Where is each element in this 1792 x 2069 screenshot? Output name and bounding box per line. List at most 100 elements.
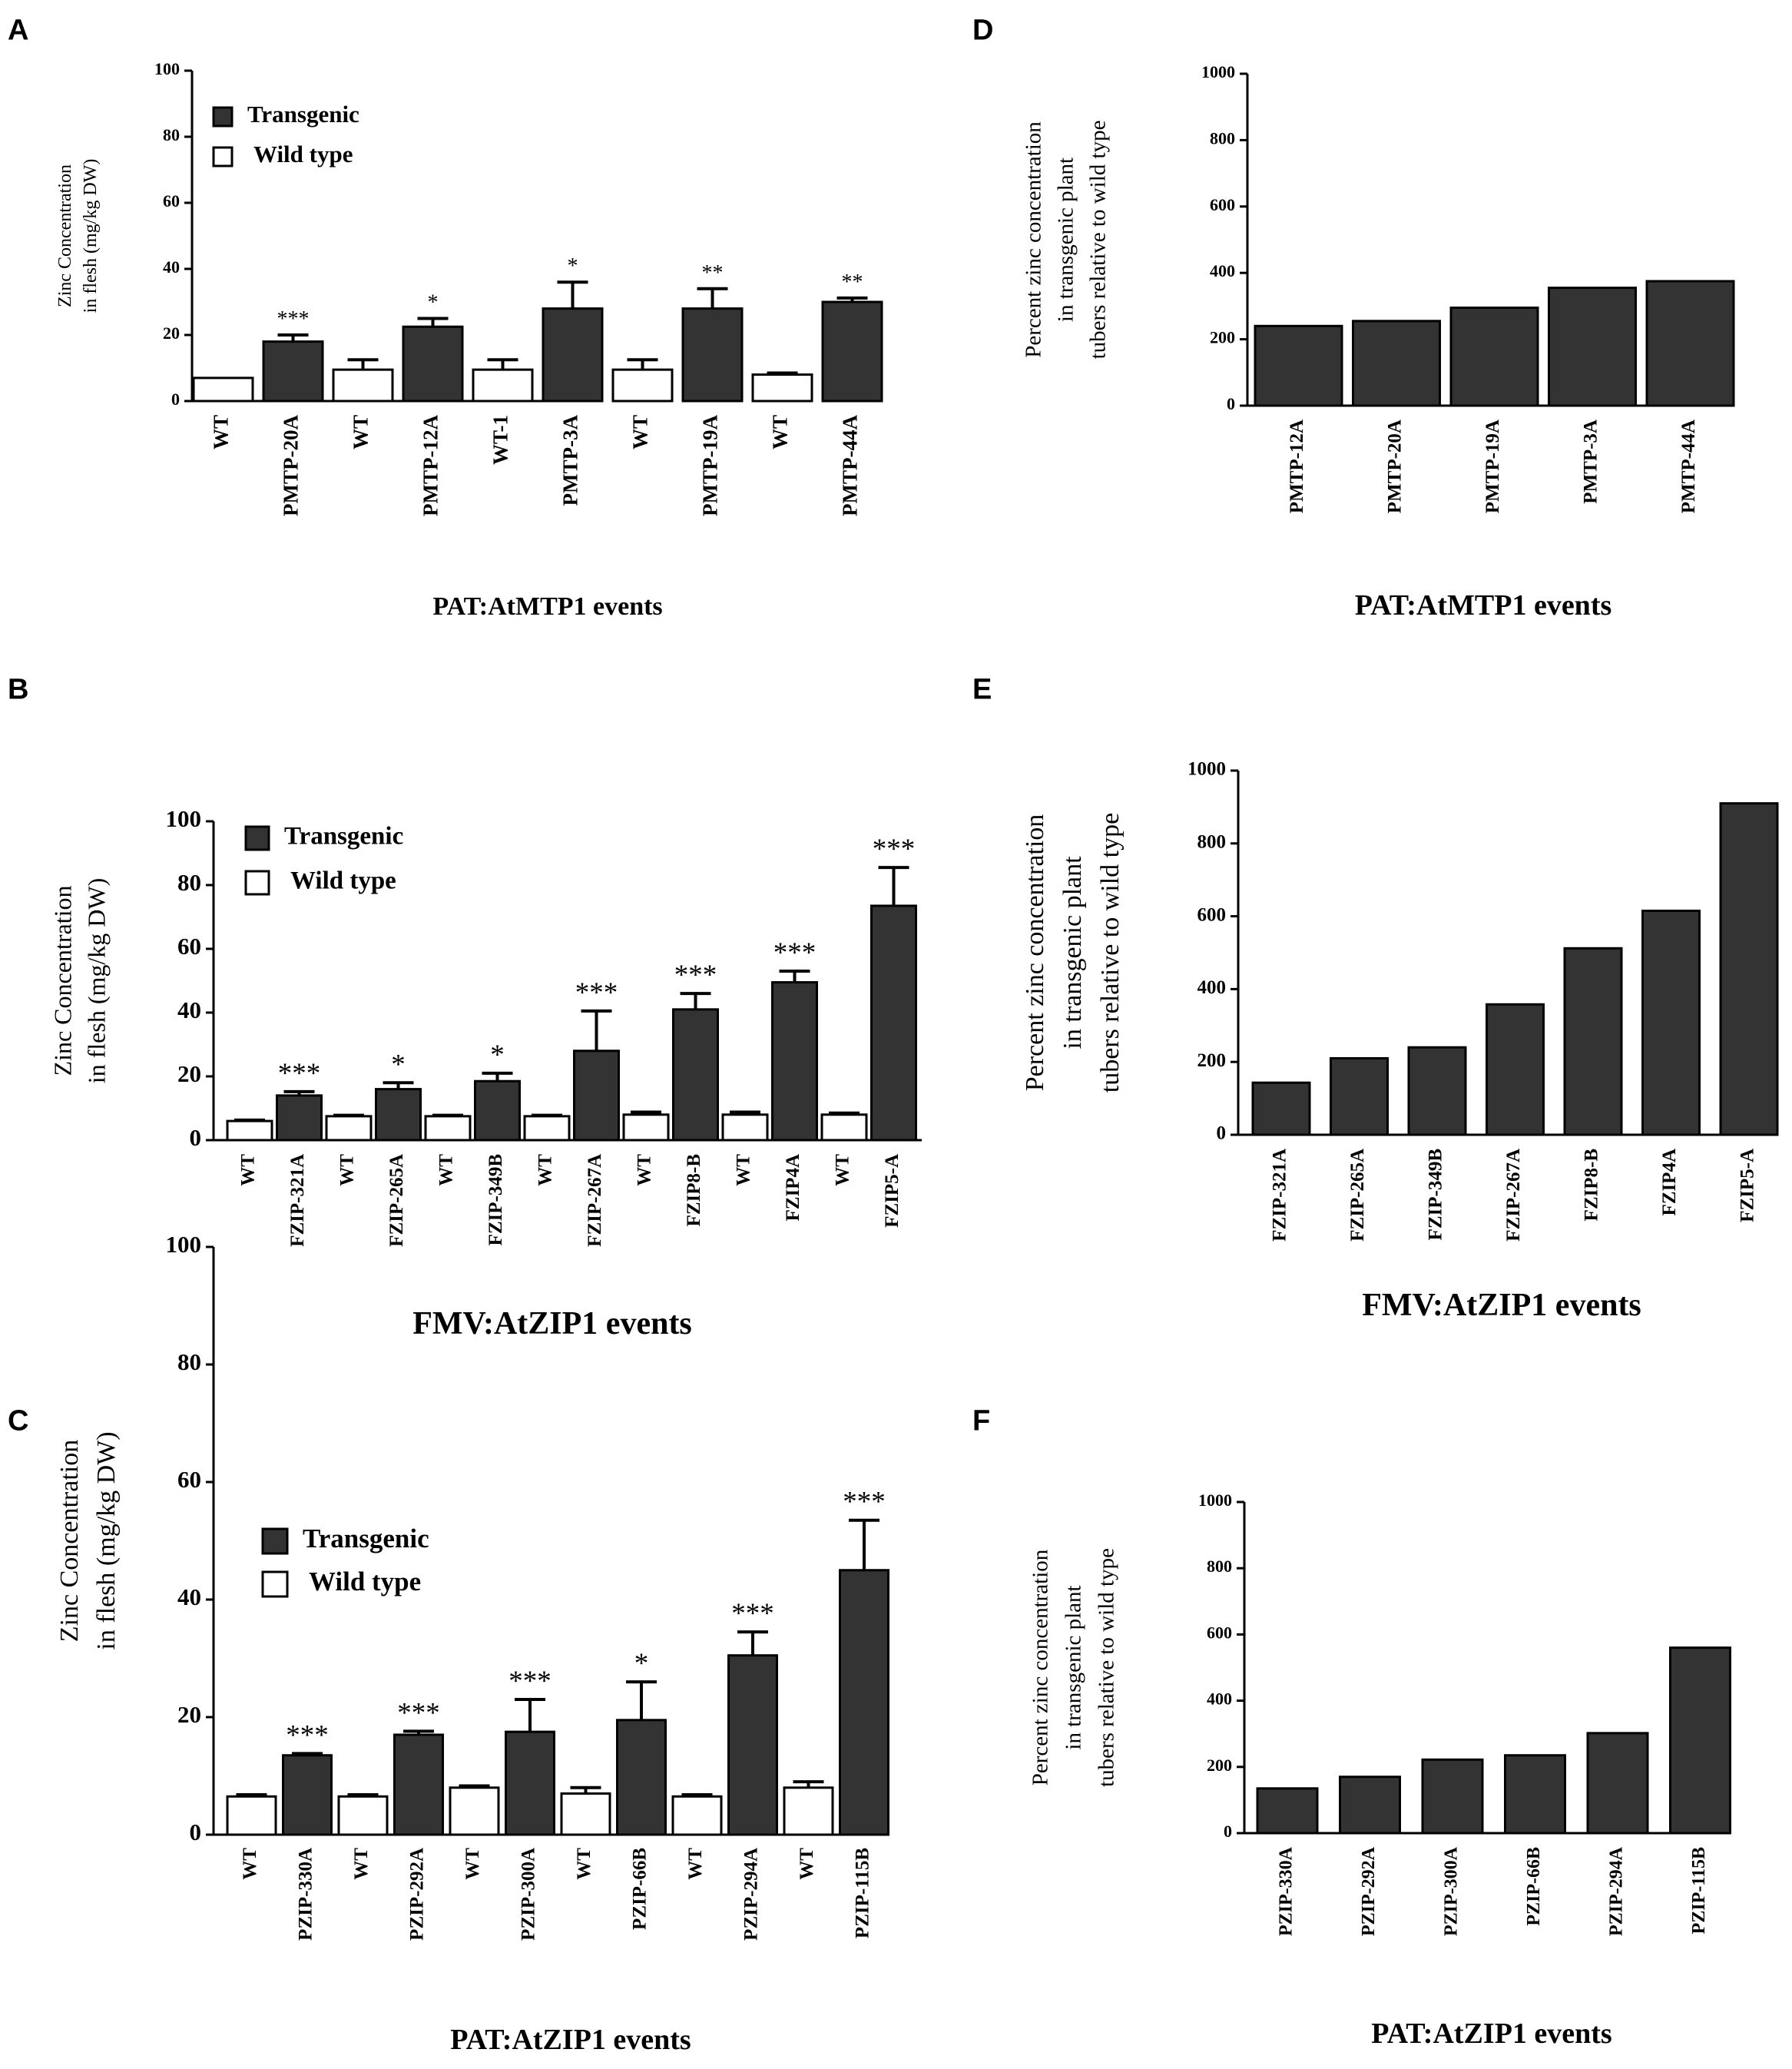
- category-label: WT: [337, 1154, 358, 1186]
- y-tick-label: 1000: [1198, 1490, 1232, 1510]
- panel-label: B: [8, 673, 28, 705]
- panel-d: D PMTP-12A PMTP-20A PMTP-19A PMTP-3A PMTP-44A…: [972, 14, 1735, 622]
- category-label: PMTP-19A: [699, 414, 722, 516]
- category-label: FZIP4A: [1659, 1149, 1680, 1216]
- transgenic-bar: [1449, 307, 1539, 407]
- y-axis-title: in transgenic plant: [1054, 157, 1078, 322]
- transgenic-bar: [282, 1754, 333, 1836]
- category-label: WT: [238, 1154, 259, 1186]
- wild-type-bar: [424, 1115, 472, 1142]
- wild-type-bar: [820, 1113, 868, 1142]
- transgenic-bar: [672, 1008, 719, 1142]
- wild-type-bar: [337, 1795, 389, 1836]
- y-tick-label: 0: [1217, 1123, 1227, 1144]
- transgenic-bar: [474, 1079, 521, 1142]
- x-axis-title: PAT:AtMTP1 events: [432, 592, 662, 621]
- category-label: PMTP-12A: [1287, 419, 1307, 513]
- category-label: WT: [797, 1848, 817, 1880]
- wild-type-bar: [560, 1792, 611, 1836]
- transgenic-bar: [1586, 1732, 1649, 1835]
- category-label: PMTP-44A: [839, 414, 862, 516]
- panel-label: D: [972, 14, 993, 46]
- category-label: WT: [734, 1154, 754, 1186]
- category-label: WT: [833, 1154, 853, 1186]
- y-tick-label: 400: [1207, 1689, 1232, 1709]
- legend-label-wild-type: Wild type: [290, 867, 396, 895]
- y-axis-title: in transgenic plant: [1058, 856, 1087, 1049]
- legend: Transgenic Wild type: [212, 101, 359, 167]
- category-label: WT: [351, 1848, 372, 1880]
- y-tick-label: 100: [166, 805, 202, 832]
- legend-label-transgenic: Transgenic: [303, 1524, 429, 1553]
- category-label: FZIP-265A: [386, 1154, 407, 1247]
- significance-label: ***: [397, 1697, 440, 1729]
- significance-label: *: [634, 1648, 649, 1679]
- legend-label-wild-type: Wild type: [253, 141, 353, 167]
- y-tick-label: 20: [177, 1060, 201, 1087]
- transgenic-bar: [1352, 320, 1441, 407]
- category-label: PZIP-292A: [1359, 1846, 1379, 1936]
- y-tick-label: 600: [1207, 1623, 1232, 1642]
- y-tick-label: 1000: [1201, 62, 1235, 81]
- category-label: PMTP-3A: [1581, 419, 1602, 504]
- y-tick-label: 0: [1227, 394, 1235, 413]
- y-axis-title: in flesh (mg/kg DW): [92, 1431, 121, 1650]
- transgenic-bar: [505, 1730, 555, 1836]
- legend-swatch-transgenic: [212, 106, 234, 128]
- y-tick-label: 200: [1210, 328, 1235, 347]
- significance-label: ***: [674, 960, 717, 991]
- y-tick-label: 800: [1210, 128, 1235, 148]
- transgenic-bar: [276, 1094, 323, 1142]
- transgenic-bar: [393, 1733, 444, 1836]
- y-tick-label: 20: [163, 323, 180, 343]
- y-axis-title: in flesh (mg/kg DW): [82, 878, 110, 1084]
- significance-label: ***: [278, 1058, 321, 1089]
- category-label: PZIP-66B: [630, 1848, 651, 1930]
- y-tick-label: 800: [1197, 832, 1227, 853]
- category-label: PMTP-3A: [559, 414, 582, 506]
- significance-label: ***: [277, 307, 310, 331]
- category-label: WT: [462, 1848, 483, 1880]
- significance-label: *: [428, 291, 439, 315]
- x-axis-title: PAT:AtMTP1 events: [1355, 589, 1612, 622]
- transgenic-bar: [839, 1569, 889, 1836]
- category-label: PZIP-66B: [1524, 1847, 1544, 1926]
- y-tick-label: 60: [177, 1466, 201, 1493]
- category-label: FZIP-267A: [585, 1154, 605, 1247]
- wild-type-bar: [226, 1795, 277, 1836]
- panel-label: A: [8, 14, 28, 46]
- significance-label: *: [391, 1049, 406, 1080]
- category-label: PZIP-292A: [407, 1848, 428, 1941]
- transgenic-bar: [1548, 287, 1637, 407]
- legend-swatch-wild-type: [212, 146, 234, 167]
- category-label: FZIP5-A: [882, 1154, 903, 1228]
- y-axis-title: in flesh (mg/kg DW): [81, 159, 101, 313]
- wild-type-bar: [611, 368, 674, 403]
- y-tick-label: 80: [163, 125, 180, 144]
- significance-label: ***: [286, 1719, 329, 1751]
- category-label: PZIP-294A: [1607, 1846, 1627, 1936]
- transgenic-bar: [1669, 1646, 1731, 1835]
- category-label: FZIP-349B: [1426, 1149, 1446, 1240]
- wild-type-bar: [332, 368, 394, 403]
- transgenic-bar: [262, 340, 324, 403]
- transgenic-bar: [616, 1719, 667, 1836]
- legend-swatch-wild-type: [244, 870, 270, 896]
- y-tick-label: 60: [177, 933, 201, 960]
- x-axis-title: PAT:AtZIP1 events: [450, 2024, 691, 2056]
- y-axis-title: in transgenic plant: [1062, 1585, 1086, 1749]
- legend-label-transgenic: Transgenic: [247, 101, 359, 128]
- transgenic-bar: [1504, 1754, 1566, 1835]
- category-label: FZIP4A: [783, 1154, 803, 1222]
- significance-label: **: [702, 261, 724, 285]
- significance-label: ***: [873, 834, 916, 865]
- y-tick-label: 800: [1207, 1557, 1232, 1576]
- category-label: WT: [685, 1848, 706, 1880]
- legend-swatch-transgenic: [261, 1527, 289, 1555]
- panel-label: F: [972, 1404, 990, 1437]
- legend-swatch-transgenic: [244, 825, 270, 851]
- transgenic-bar: [771, 981, 818, 1142]
- y-tick-label: 200: [1207, 1756, 1232, 1775]
- y-tick-label: 60: [163, 191, 180, 211]
